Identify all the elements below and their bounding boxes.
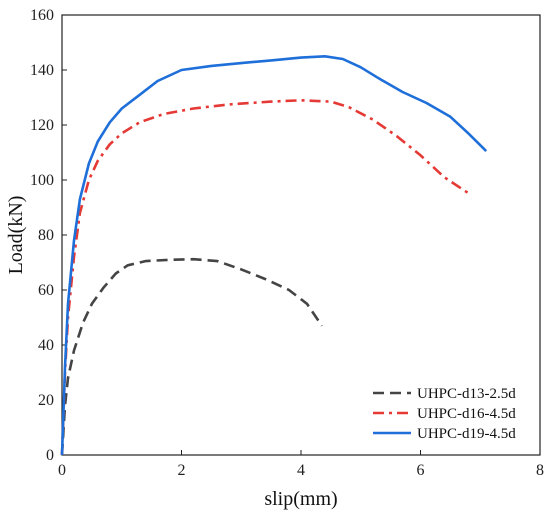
y-axis-title: Load(kN) — [5, 196, 27, 275]
legend: UHPC-d13-2.5d UHPC-d16-4.5d UHPC-d19-4.5d — [373, 386, 516, 442]
y-tick-label: 20 — [38, 392, 54, 409]
legend-label: UHPC-d13-2.5d — [417, 386, 516, 402]
legend-label: UHPC-d19-4.5d — [417, 426, 516, 442]
y-tick-label: 40 — [38, 337, 54, 354]
x-tick-label: 0 — [58, 462, 66, 479]
y-tick-label: 100 — [30, 172, 54, 189]
x-axis-title: slip(mm) — [264, 488, 337, 510]
series-line-2 — [60, 99, 473, 456]
series-line-1 — [60, 257, 323, 456]
x-tick-label: 8 — [536, 462, 544, 479]
y-tick-label: 80 — [38, 227, 54, 244]
legend-label: UHPC-d16-4.5d — [417, 406, 516, 422]
y-tick-label: 140 — [30, 62, 54, 79]
x-tick-label: 4 — [297, 462, 305, 479]
x-tick-label: 6 — [417, 462, 425, 479]
y-tick-label: 160 — [30, 7, 54, 24]
series-line-3 — [60, 55, 488, 456]
y-tick-label: 120 — [30, 117, 54, 134]
x-tick-label: 2 — [178, 462, 186, 479]
y-tick-label: 0 — [46, 447, 54, 464]
y-tick-label: 60 — [38, 282, 54, 299]
